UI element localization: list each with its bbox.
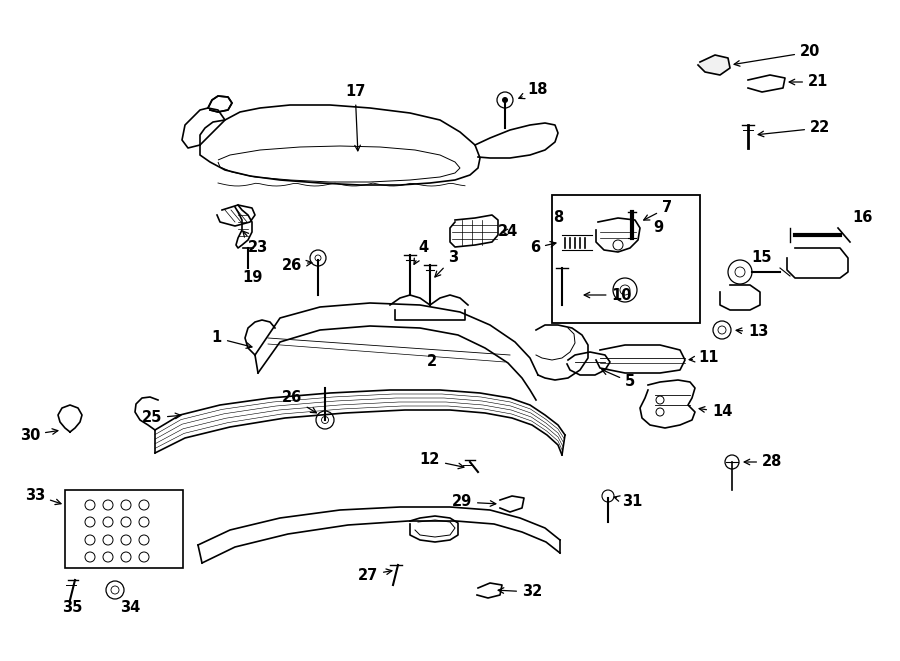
Text: 30: 30 (20, 428, 58, 442)
Text: 26: 26 (282, 258, 312, 272)
Text: 27: 27 (358, 568, 392, 582)
Text: 12: 12 (419, 453, 464, 469)
Text: 17: 17 (345, 85, 365, 151)
Text: 25: 25 (141, 410, 181, 426)
Text: 3: 3 (435, 251, 458, 277)
Polygon shape (698, 55, 730, 75)
Text: 34: 34 (120, 600, 140, 615)
Text: 8: 8 (553, 210, 563, 225)
Circle shape (502, 97, 508, 103)
Text: 14: 14 (699, 405, 733, 420)
Text: 19: 19 (242, 270, 262, 286)
Text: 23: 23 (243, 231, 268, 256)
Text: 10: 10 (584, 288, 632, 303)
Text: 20: 20 (734, 44, 821, 66)
Text: 5: 5 (602, 369, 635, 389)
Text: 31: 31 (614, 494, 643, 510)
Text: 2: 2 (427, 354, 437, 369)
Text: 21: 21 (789, 75, 828, 89)
Text: 6: 6 (530, 241, 556, 256)
Text: 32: 32 (499, 584, 542, 600)
Text: 9: 9 (652, 221, 663, 235)
Polygon shape (208, 96, 232, 112)
Text: 26: 26 (282, 391, 317, 413)
Text: 7: 7 (644, 200, 672, 220)
Text: 24: 24 (498, 225, 518, 239)
Text: 28: 28 (744, 455, 782, 469)
Text: 4: 4 (414, 241, 428, 264)
Text: 29: 29 (452, 494, 496, 510)
Text: 13: 13 (736, 325, 769, 340)
Text: 22: 22 (758, 120, 830, 137)
Text: 1: 1 (212, 330, 252, 348)
Text: 11: 11 (689, 350, 718, 366)
Text: 35: 35 (62, 600, 82, 615)
Text: 33: 33 (25, 488, 61, 504)
Text: 15: 15 (752, 251, 772, 266)
Text: 18: 18 (518, 83, 548, 98)
Text: 16: 16 (851, 210, 872, 225)
